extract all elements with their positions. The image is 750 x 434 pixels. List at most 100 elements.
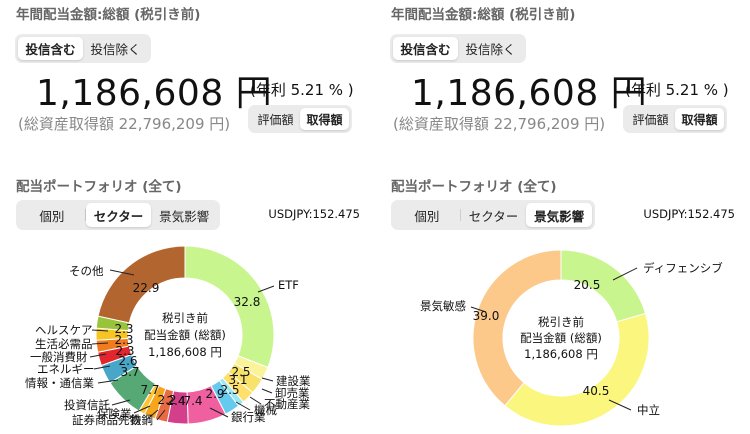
fund-inclusion-toggle: 投信含む 投信除く <box>390 34 526 63</box>
slice-category-label: 建設業 <box>276 374 311 388</box>
leader-line <box>109 269 135 276</box>
annual-yield-rate: (年利 5.21 % ) <box>625 81 729 99</box>
slice-value-label: 20.5 <box>574 278 601 292</box>
leader-line <box>156 409 166 421</box>
slice-category-label: その他 <box>69 264 104 278</box>
leader-line <box>470 306 487 313</box>
donut-slice-ETF[interactable] <box>184 245 275 369</box>
slice-value-label: 3.1 <box>228 373 247 387</box>
leader-line <box>145 409 159 421</box>
slice-category-label: 証券商品先物 <box>72 413 141 427</box>
individual-tab[interactable]: 個別 <box>414 208 440 224</box>
slice-category-label: 一般消費財 <box>30 350 88 364</box>
slice-value-label: 32.8 <box>234 295 261 309</box>
slice-category-label: 投資信託 <box>64 398 110 412</box>
leader-line <box>97 379 119 384</box>
donut-slice-その他[interactable] <box>97 245 186 324</box>
leader-line <box>612 267 638 281</box>
leader-line <box>261 388 273 394</box>
market-value-tab[interactable]: 評価額 <box>632 112 669 127</box>
include-funds-tab[interactable]: 投信含む <box>18 37 83 60</box>
slice-value-label: 2.2 <box>157 393 176 407</box>
total-dividend-amount: 1,186,608 円 <box>36 73 273 114</box>
slice-value-label: 2.4 <box>166 394 185 408</box>
slice-category-label: 卸売業 <box>275 386 310 400</box>
slice-value-label: 4 <box>178 394 186 408</box>
chart-center-label-2: 配当金額 (総額) <box>520 331 602 345</box>
annual-dividend-title: 年間配当金額:総額 (税引き前) <box>391 7 576 23</box>
slice-value-label: 7.7 <box>140 383 159 397</box>
slice-value-label: 2.6 <box>118 354 137 368</box>
fund-inclusion-toggle: 投信含む 投信除く <box>15 34 151 63</box>
chart-center-label-1: 税引き前 <box>162 311 208 325</box>
slice-category-label: ヘルスケア <box>35 323 93 337</box>
leader-line <box>235 401 251 411</box>
leader-line <box>91 329 109 332</box>
economic-impact-tab[interactable]: 景気影響 <box>159 208 210 224</box>
sector-tab[interactable]: セクター <box>468 208 519 224</box>
slice-value-label: 2.3 <box>115 344 134 358</box>
annual-dividend-title: 年間配当金額:総額 (税引き前) <box>16 7 201 23</box>
total-dividend-amount: 1,186,608 円 <box>411 73 648 114</box>
slice-value-label: 2.3 <box>114 333 133 347</box>
leader-line <box>93 365 111 370</box>
exclude-funds-tab[interactable]: 投信除く <box>90 42 141 57</box>
acquisition-cost-tab[interactable]: 取得額 <box>675 108 724 130</box>
slice-category-label: 中立 <box>637 403 660 417</box>
chart-center-label-2: 配当金額 (総額) <box>144 328 226 342</box>
leader-line <box>89 353 107 358</box>
slice-category-label: 銀行業 <box>231 410 266 424</box>
leader-line <box>608 399 632 411</box>
slice-value-label: 2.5 <box>220 383 239 397</box>
leader-line <box>133 405 151 414</box>
slice-value-label: 2.5 <box>231 365 250 379</box>
slice-category-label: 不動産業 <box>264 397 310 411</box>
slice-category-label: 機械 <box>254 403 277 417</box>
slice-category-label: 保険業 <box>97 407 132 421</box>
slice-category-label: 鉄鋼 <box>130 413 153 427</box>
portfolio-title: 配当ポートフォリオ (全て) <box>391 179 557 195</box>
slice-value-label: 40.5 <box>583 384 610 398</box>
acquisition-cost-total: (総資産取得額 22,796,209 円) <box>393 115 606 133</box>
acquisition-cost-tab[interactable]: 取得額 <box>300 108 349 130</box>
leader-line <box>111 399 131 406</box>
fx-rate: USDJPY:152.475 <box>268 207 360 221</box>
fx-rate: USDJPY:152.475 <box>643 207 735 221</box>
slice-category-label: 情報・通信業 <box>25 376 94 390</box>
tab-separator <box>459 209 461 221</box>
annual-yield-rate: (年利 5.21 % ) <box>250 81 354 99</box>
chart-center-amount: 1,186,608 円 <box>148 345 222 359</box>
leader-line <box>261 377 274 382</box>
market-value-tab[interactable]: 評価額 <box>257 112 294 127</box>
slice-category-label: ディフェンシブ <box>643 261 723 275</box>
tab-separator <box>84 209 86 221</box>
slice-value-label: 7.4 <box>183 394 202 408</box>
dividend-panel-economic: 年間配当金額:総額 (税引き前) 投信含む 投信除く 1,186,608 円 (… <box>375 0 750 434</box>
portfolio-view-toggle: 個別 セクター 景気影響 <box>391 200 595 230</box>
chart-center-label-1: 税引き前 <box>538 315 584 329</box>
portfolio-view-toggle: 個別 セクター 景気影響 <box>16 200 220 230</box>
slice-category-label: 景気敏感 <box>420 299 466 313</box>
donut-slice-中立[interactable] <box>504 312 650 427</box>
slice-value-label: 3.7 <box>120 365 139 379</box>
leader-line <box>209 407 229 418</box>
individual-tab[interactable]: 個別 <box>39 208 65 224</box>
slice-category-label: ETF <box>278 278 299 292</box>
leader-line <box>91 342 109 345</box>
slice-value-label: 2.3 <box>114 322 133 336</box>
slice-category-label: 生活必需品 <box>35 337 93 351</box>
economic-impact-tab[interactable]: 景気影響 <box>526 203 593 227</box>
slice-category-label: エネルギー <box>37 362 95 376</box>
valuation-basis-toggle: 評価額 取得額 <box>248 105 352 133</box>
slice-value-label: 22.9 <box>133 281 160 295</box>
include-funds-tab[interactable]: 投信含む <box>393 37 458 60</box>
slice-value-label: 2.9 <box>205 387 224 401</box>
donut-slice-景気敏感[interactable] <box>472 249 562 407</box>
portfolio-title: 配当ポートフォリオ (全て) <box>16 179 182 195</box>
valuation-basis-toggle: 評価額 取得額 <box>623 105 727 133</box>
exclude-funds-tab[interactable]: 投信除く <box>465 42 516 57</box>
sector-tab[interactable]: セクター <box>85 203 152 227</box>
slice-value-label: 39.0 <box>473 309 500 323</box>
chart-center-amount: 1,186,608 円 <box>524 347 598 361</box>
